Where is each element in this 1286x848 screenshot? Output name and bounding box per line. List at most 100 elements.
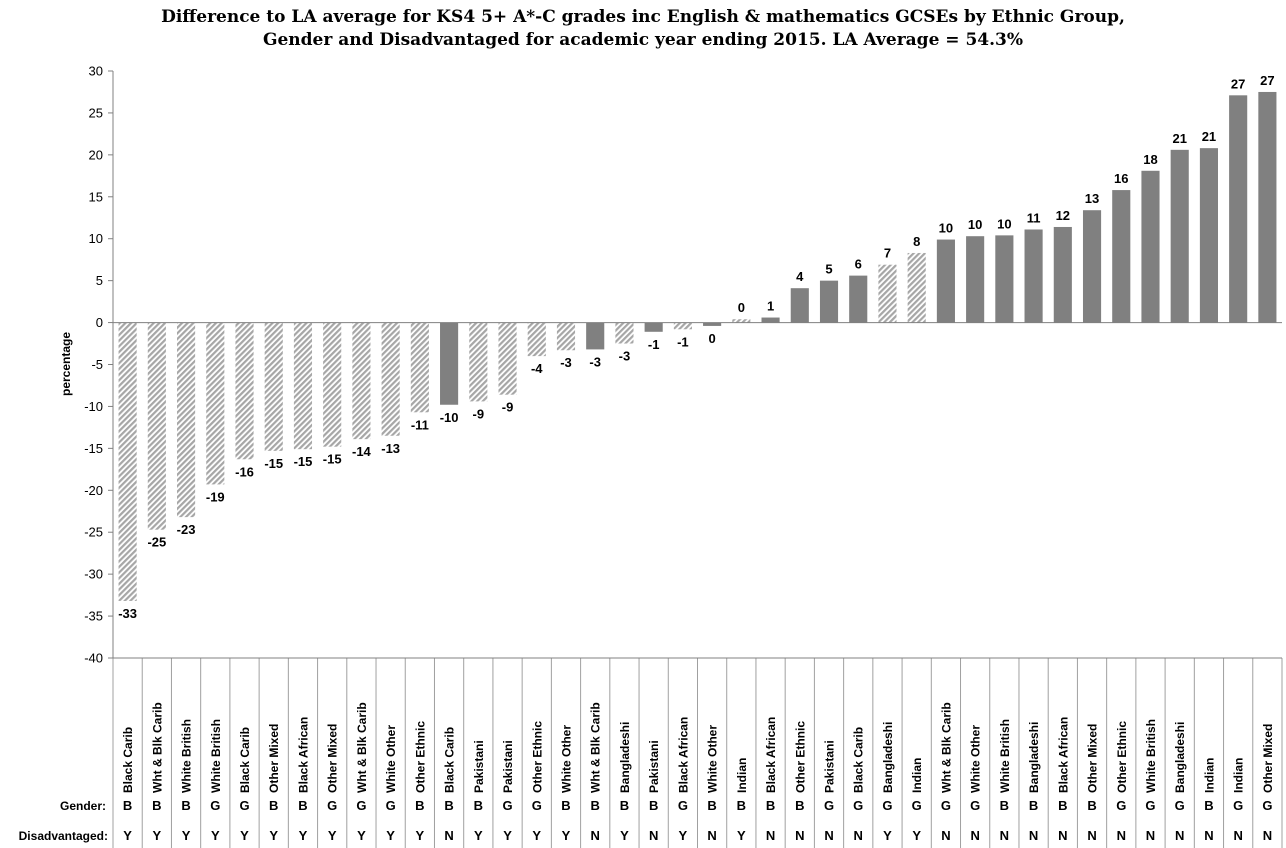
data-label: 10	[997, 216, 1011, 231]
bar	[1229, 95, 1248, 323]
category-label: Indian	[735, 758, 749, 793]
category-label: Pakistani	[647, 740, 661, 793]
data-label: 27	[1260, 73, 1274, 88]
bar	[527, 322, 546, 357]
disadvantaged-cell: N	[1117, 828, 1126, 843]
y-axis-ticks: 30 25 20 15 10 5 0 -5 -10 -15 -20 -25 -30 -35 -40	[84, 64, 113, 666]
bar	[118, 322, 137, 601]
data-label: 21	[1172, 131, 1186, 146]
disadvantaged-cell: Y	[737, 828, 746, 843]
disadvantaged-cell: Y	[679, 828, 688, 843]
y-tick-label: 5	[96, 273, 103, 288]
bar	[586, 322, 605, 350]
bar	[849, 275, 868, 323]
gender-cell: B	[152, 798, 161, 813]
bar	[264, 322, 283, 451]
bar	[1112, 190, 1131, 323]
bar	[381, 322, 400, 436]
y-tick-label: -40	[84, 651, 103, 666]
category-label: Black African	[1056, 717, 1070, 793]
data-label: -9	[502, 400, 514, 415]
category-label: Bangladeshi	[881, 722, 895, 793]
bar	[995, 235, 1014, 323]
disadvantaged-cell: Y	[328, 828, 337, 843]
data-label: -3	[589, 354, 601, 369]
gender-cell: G	[210, 798, 220, 813]
disadvantaged-cell: N	[591, 828, 600, 843]
bar	[732, 319, 751, 323]
y-tick-label: -15	[84, 441, 103, 456]
bar	[1082, 210, 1102, 323]
category-label: Black Carib	[852, 727, 866, 793]
data-label: -15	[264, 456, 283, 471]
bar	[556, 322, 576, 351]
category-label: Other Mixed	[1261, 724, 1275, 793]
bar	[966, 236, 985, 323]
gender-cell: B	[298, 798, 307, 813]
category-label: White Other	[559, 725, 573, 793]
gender-cell: B	[707, 798, 716, 813]
data-label: -15	[294, 454, 313, 469]
bar	[1170, 149, 1189, 323]
data-label: -16	[235, 464, 254, 479]
data-label: 4	[796, 269, 804, 284]
category-label: Pakistani	[823, 740, 837, 793]
gender-cell: B	[181, 798, 190, 813]
bar	[615, 322, 634, 344]
gender-cell: B	[737, 798, 746, 813]
category-label: White British	[209, 719, 223, 793]
data-label: -25	[147, 535, 166, 550]
gender-cell: G	[678, 798, 688, 813]
disadvantaged-cell: Y	[912, 828, 921, 843]
category-label: Wht & Blk Carib	[939, 702, 953, 793]
disadvantaged-cell: N	[444, 828, 453, 843]
y-tick-label: 10	[89, 231, 103, 246]
y-tick-label: -20	[84, 483, 103, 498]
gender-cell: B	[123, 798, 132, 813]
data-label: 7	[884, 246, 891, 261]
category-label: White British	[998, 719, 1012, 793]
gender-cell: G	[502, 798, 512, 813]
gender-cell: B	[1029, 798, 1038, 813]
category-label: Black African	[296, 717, 310, 793]
gender-cell: G	[970, 798, 980, 813]
disadvantaged-cell: N	[766, 828, 775, 843]
category-label: White Other	[969, 725, 983, 793]
data-label: -4	[531, 361, 543, 376]
data-label: -13	[381, 441, 400, 456]
y-tick-label: 20	[89, 147, 103, 162]
bar	[323, 322, 342, 447]
category-label: Other Ethnic	[530, 721, 544, 793]
data-label: -15	[323, 452, 342, 467]
bar	[1258, 91, 1277, 323]
data-labels: -33-25-23-19-16-15 -15 -15-14 -13-11-10 -9 -9…	[118, 73, 1274, 621]
data-label: 5	[825, 262, 832, 277]
data-label: -3	[619, 349, 631, 364]
gender-cell: G	[1145, 798, 1155, 813]
gender-cell: B	[649, 798, 658, 813]
category-grid	[112, 658, 1283, 848]
category-label: Indian	[1202, 758, 1216, 793]
gender-cell: B	[1058, 798, 1067, 813]
category-label: Black African	[676, 717, 690, 793]
category-label: Bangladeshi	[1027, 722, 1041, 793]
gender-cell: G	[941, 798, 951, 813]
bar	[703, 322, 722, 326]
chart-title: Difference to LA average for KS4 5+ A*-C…	[0, 6, 1286, 52]
category-label: White British	[1144, 719, 1158, 793]
y-axis-title: percentage	[59, 332, 73, 396]
disadvantaged-cell: Y	[474, 828, 483, 843]
disadvantaged-cell: Y	[240, 828, 249, 843]
gender-disadvantaged-table: BYBYBYGYGYBYBYGYGYGYBYBNBYGYGYBYBNBYBNGY…	[19, 798, 1273, 843]
disadvantaged-cell: Y	[532, 828, 541, 843]
bar	[1053, 226, 1072, 323]
data-label: 0	[708, 331, 715, 346]
y-tick-label: 30	[89, 64, 103, 79]
disadvantaged-cell: N	[1233, 828, 1242, 843]
disadvantaged-cell: N	[824, 828, 833, 843]
y-tick-label: -35	[84, 609, 103, 624]
category-label: White Other	[706, 725, 720, 793]
disadvantaged-cell: N	[1087, 828, 1096, 843]
gender-cell: B	[561, 798, 570, 813]
